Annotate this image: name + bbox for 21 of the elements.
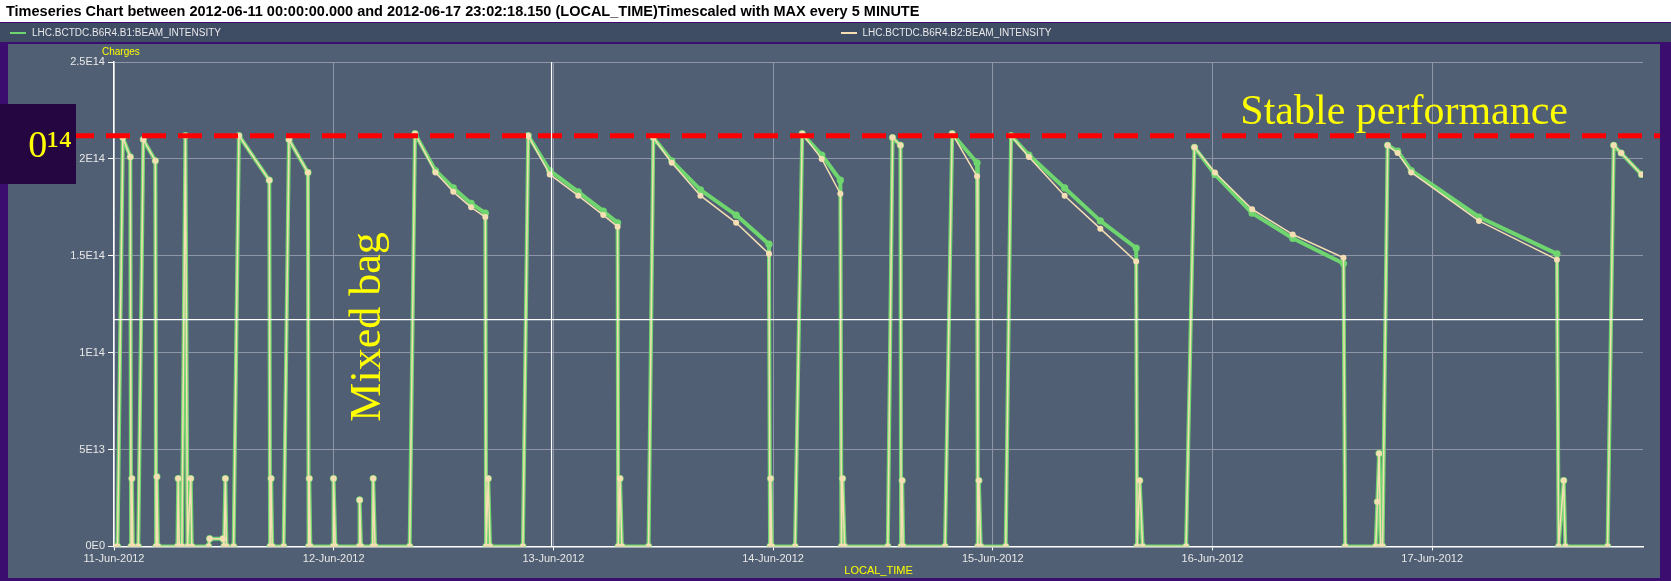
legend-label: LHC.BCTDC.B6R4.B1:BEAM_INTENSITY [32,27,221,38]
y-axis-title: Charges [102,45,140,57]
x-tick-label: 16-Jun-2012 [1181,552,1244,565]
x-tick-label: 17-Jun-2012 [1401,552,1464,565]
x-tick-label: 12-Jun-2012 [302,552,365,565]
y-tick-label: 2E14 [79,151,105,164]
x-tick-label: 14-Jun-2012 [742,552,804,565]
x-axis-title: LOCAL_TIME [844,564,913,577]
x-tick-label: 13-Jun-2012 [522,552,585,565]
x-tick-label: 15-Jun-2012 [961,552,1024,565]
y-tick-label: 1E14 [79,345,105,358]
annotation: Mixed bag [340,232,390,422]
y-tick-label: 1.5E14 [70,248,105,261]
legend-label: LHC.BCTDC.B6R4.B2:BEAM_INTENSITY [862,27,1052,38]
y-tick-label: 5E13 [79,442,105,455]
text: 0¹⁴ [0,104,76,184]
x-tick-label: 11-Jun-2012 [83,552,145,565]
y-tick-label: 2.5E14 [70,55,105,68]
ref-line-label: Stable performance [1240,86,1568,133]
y-tick-label: 0E0 [85,539,105,552]
chart-title: Timeseries Chart between 2012-06-11 00:00:00.000 and 2012-06-17 23:02:18.150 (LOCAL_TIME)Timescaled with MAX every 5 MINUTE [0,0,1671,22]
